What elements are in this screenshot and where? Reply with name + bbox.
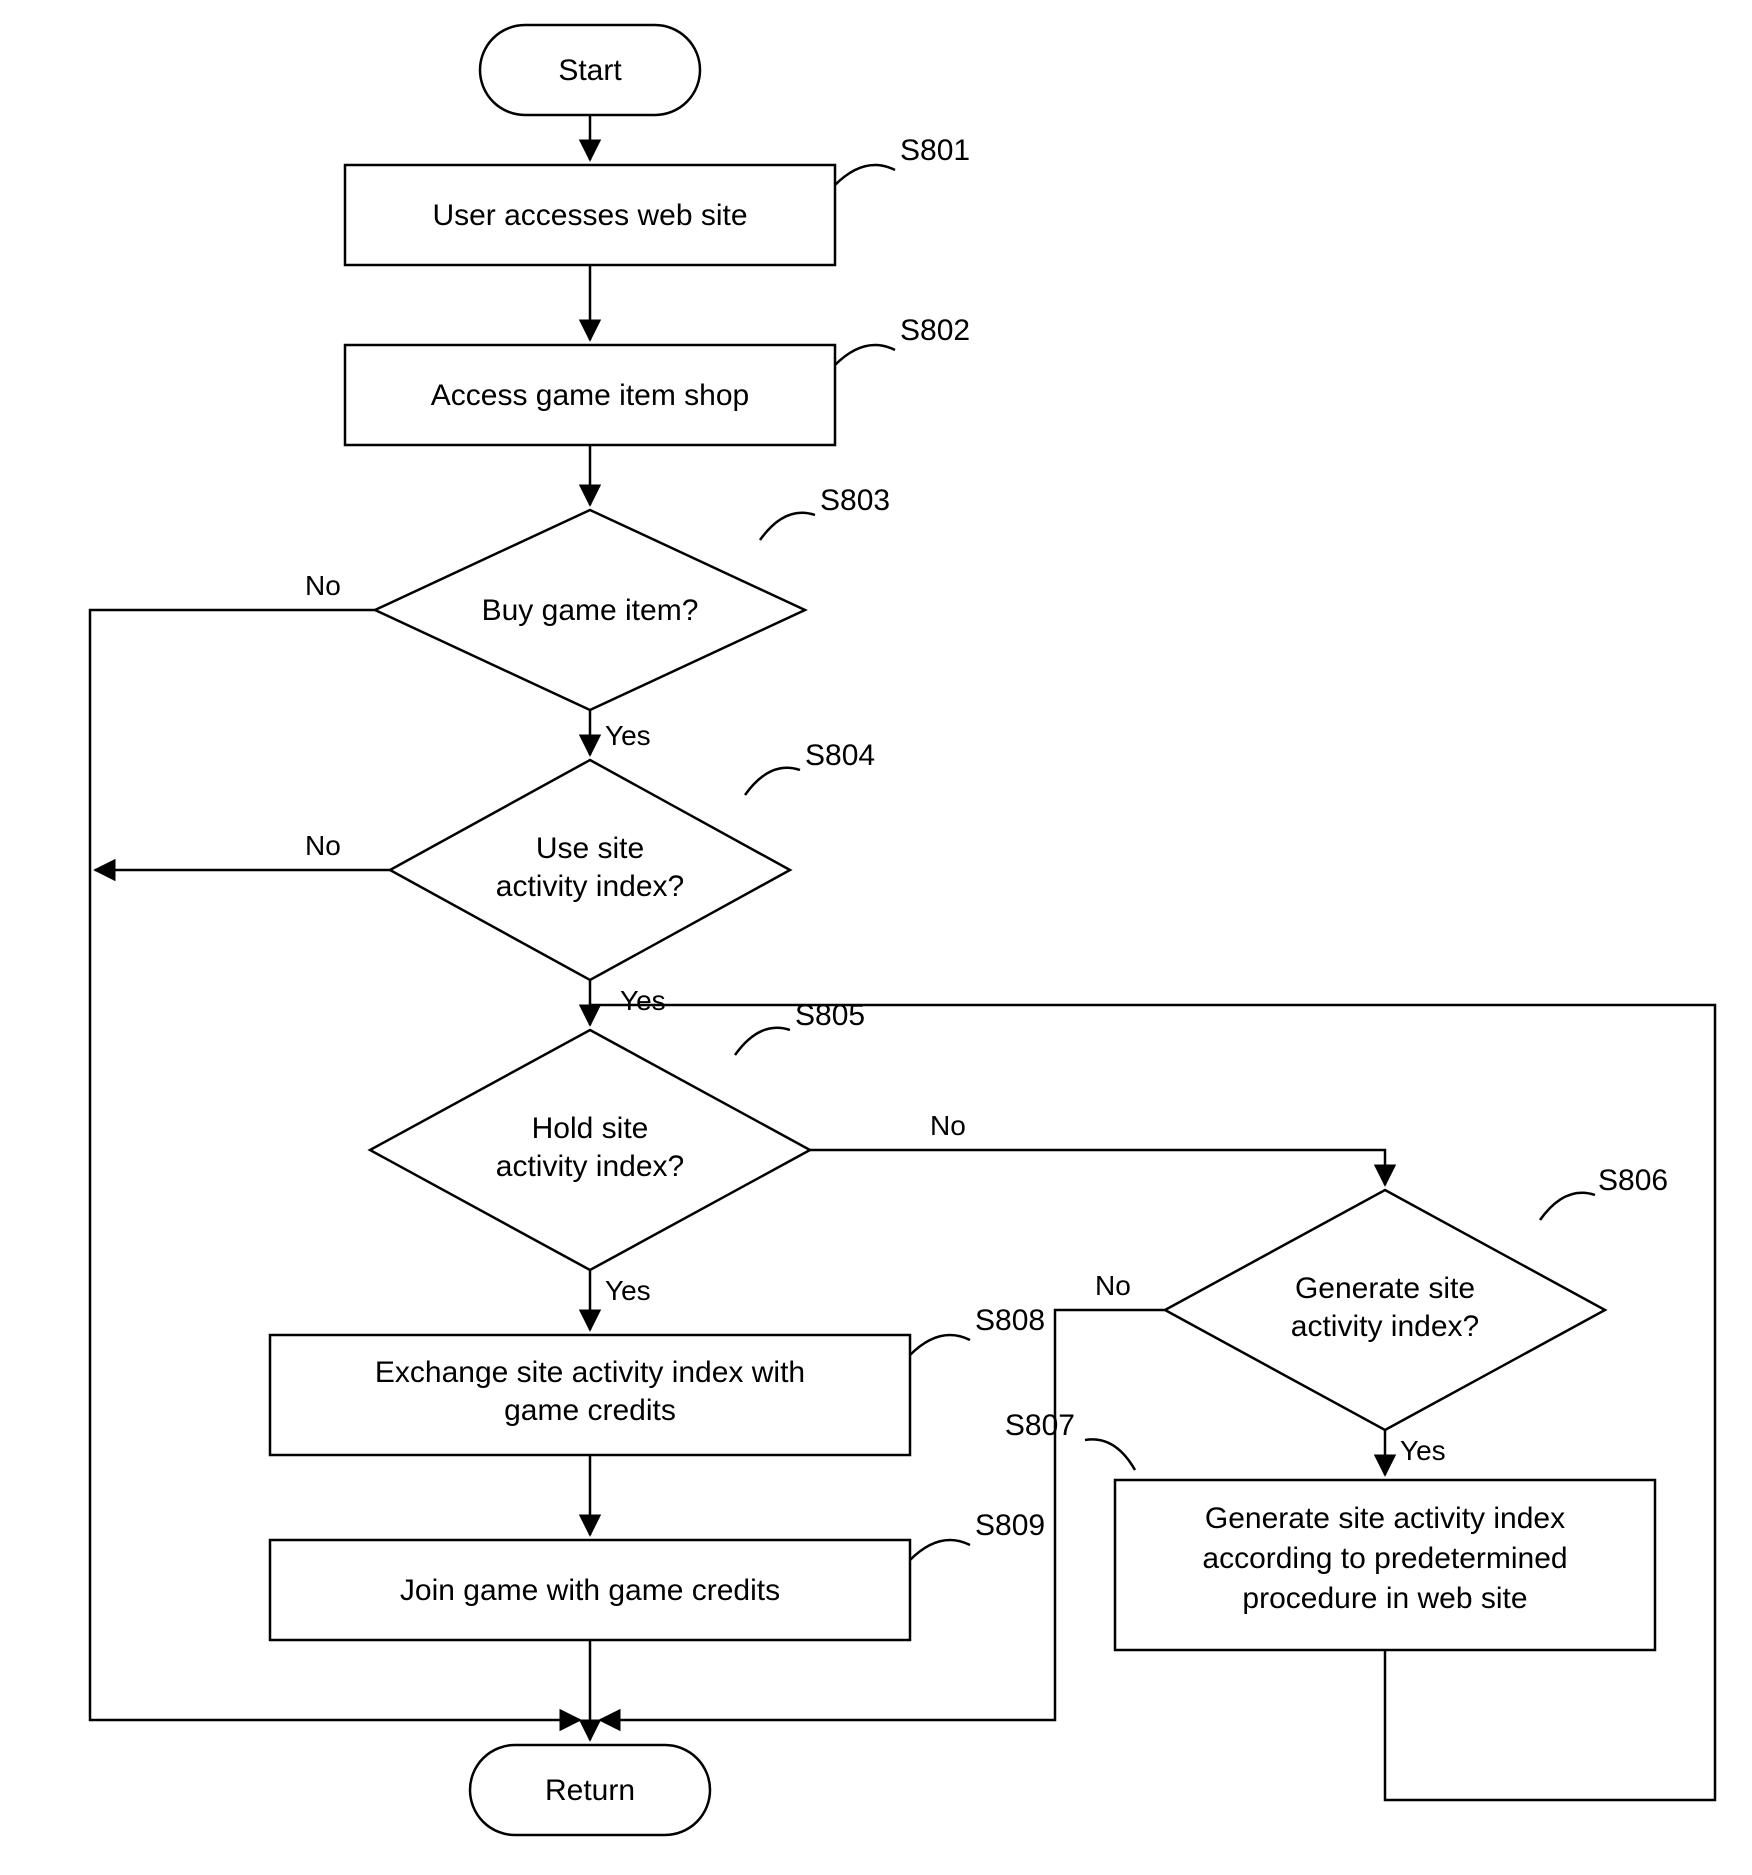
s806-label2: activity index? <box>1291 1310 1479 1343</box>
process-s802: Access game item shop S802 <box>345 314 970 445</box>
s802-step: S802 <box>900 314 970 347</box>
process-s809: Join game with game credits S809 <box>270 1509 1045 1640</box>
s803-yes-label: Yes <box>605 720 651 751</box>
s806-no-label: No <box>1095 1270 1131 1301</box>
decision-s805: Hold site activity index? S805 <box>370 999 865 1270</box>
s803-no-label: No <box>305 570 341 601</box>
s807-label1: Generate site activity index <box>1205 1502 1565 1535</box>
s807-step: S807 <box>1005 1409 1075 1442</box>
s805-no-label: No <box>930 1110 966 1141</box>
s806-step: S806 <box>1598 1164 1668 1197</box>
s802-label: Access game item shop <box>431 379 749 412</box>
s804-no-label: No <box>305 830 341 861</box>
s801-step: S801 <box>900 134 970 167</box>
s805-label1: Hold site <box>532 1112 649 1145</box>
s805-label2: activity index? <box>496 1150 684 1183</box>
s808-label1: Exchange site activity index with <box>375 1356 805 1389</box>
s801-label: User accesses web site <box>432 199 747 232</box>
s807-label3: procedure in web site <box>1242 1582 1527 1615</box>
start-label: Start <box>558 54 622 87</box>
s804-yes-label: Yes <box>620 985 666 1016</box>
return-label: Return <box>545 1774 635 1807</box>
process-s808: Exchange site activity index with game c… <box>270 1304 1045 1455</box>
s808-label2: game credits <box>504 1394 676 1427</box>
decision-s804: Use site activity index? S804 <box>390 739 875 980</box>
s809-step: S809 <box>975 1509 1045 1542</box>
s807-label2: according to predetermined <box>1202 1542 1567 1575</box>
return-terminator: Return <box>470 1745 710 1835</box>
s806-yes-label: Yes <box>1400 1435 1446 1466</box>
edge-s805-no <box>810 1150 1385 1185</box>
s808-step: S808 <box>975 1304 1045 1337</box>
flowchart-canvas: Start User accesses web site S801 Access… <box>0 0 1752 1875</box>
decision-s806: Generate site activity index? S806 <box>1165 1164 1668 1430</box>
decision-s803: Buy game item? S803 <box>375 484 890 710</box>
s805-yes-label: Yes <box>605 1275 651 1306</box>
s804-label1: Use site <box>536 832 644 865</box>
process-s807: Generate site activity index according t… <box>1005 1409 1655 1650</box>
process-s801: User accesses web site S801 <box>345 134 970 265</box>
s804-step: S804 <box>805 739 875 772</box>
s803-label: Buy game item? <box>482 594 699 627</box>
s803-step: S803 <box>820 484 890 517</box>
s806-label1: Generate site <box>1295 1272 1475 1305</box>
start-terminator: Start <box>480 25 700 115</box>
s809-label: Join game with game credits <box>400 1574 780 1607</box>
s804-label2: activity index? <box>496 870 684 903</box>
